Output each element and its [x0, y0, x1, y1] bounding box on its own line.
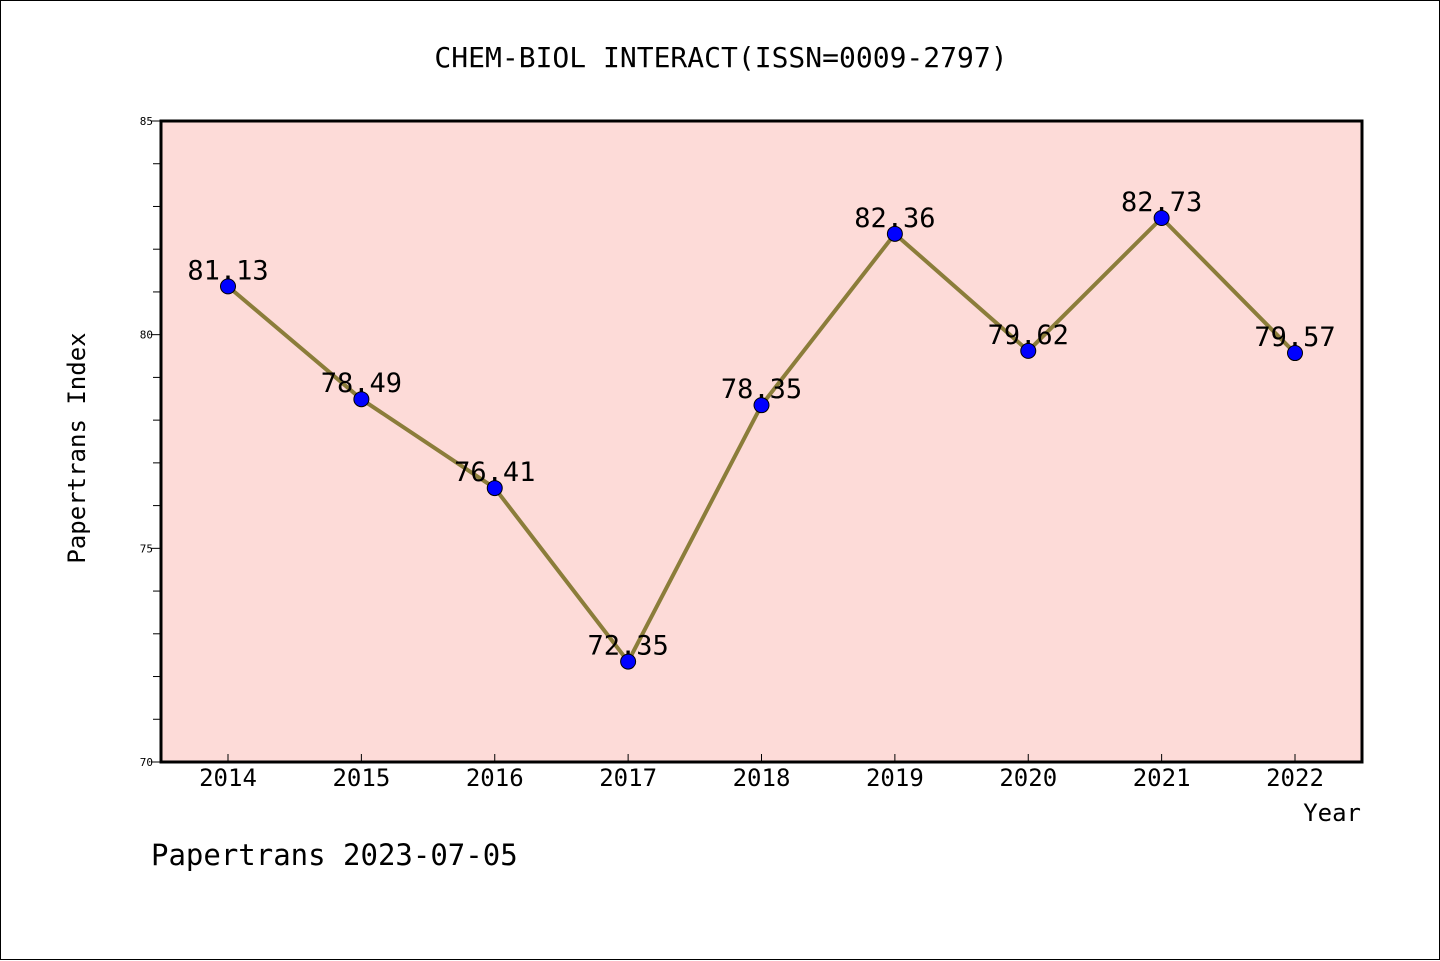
data-label: 81.13 [187, 255, 268, 286]
data-point [486, 480, 503, 497]
data-label: 82.36 [854, 203, 935, 234]
data-label: 72.35 [587, 631, 668, 662]
y-tick-label: 70 [140, 756, 153, 769]
footer-date: Papertrans 2023-07-05 [151, 838, 518, 872]
data-label: 82.73 [1121, 187, 1202, 218]
chart-title: CHEM-BIOL INTERACT(ISSN=0009-2797) [434, 41, 1007, 74]
data-point [753, 397, 770, 414]
data-point [220, 278, 236, 295]
data-point [886, 225, 903, 242]
x-tick-label: 2014 [199, 764, 257, 792]
data-point [1287, 345, 1303, 362]
data-series: 81.13 78.49 76.41 72.35 78.35 82.36 79.62 82.73… [187, 187, 1336, 670]
x-tick-label: 2017 [599, 764, 657, 792]
data-point [1020, 342, 1037, 359]
data-label: 79.62 [988, 320, 1069, 351]
x-tick-label: 2016 [466, 764, 524, 792]
y-tick-label: 85 [140, 115, 153, 128]
data-point [353, 391, 370, 408]
y-tick-label: 75 [140, 542, 153, 555]
y-tick-label: 80 [140, 329, 153, 342]
x-tick-label: 2018 [733, 764, 791, 792]
x-tick-label: 2015 [332, 764, 390, 792]
data-label: 79.57 [1254, 322, 1335, 353]
x-axis-label: Year [1303, 799, 1361, 827]
data-point [620, 653, 637, 670]
plot-area [159, 119, 1364, 764]
data-label: 78.35 [721, 374, 802, 405]
y-axis: 70 75 80 85 [140, 115, 161, 769]
x-axis: 2014 2015 2016 2017 2018 2019 2020 2021 2022 [199, 754, 1324, 792]
x-tick-label: 2019 [866, 764, 924, 792]
data-label: 76.41 [454, 457, 535, 488]
x-tick-label: 2022 [1266, 764, 1324, 792]
x-tick-label: 2020 [999, 764, 1057, 792]
data-label: 78.49 [321, 368, 402, 399]
y-axis-label: Papertrans Index [63, 332, 91, 563]
data-point [1153, 210, 1170, 227]
x-tick-label: 2021 [1133, 764, 1191, 792]
